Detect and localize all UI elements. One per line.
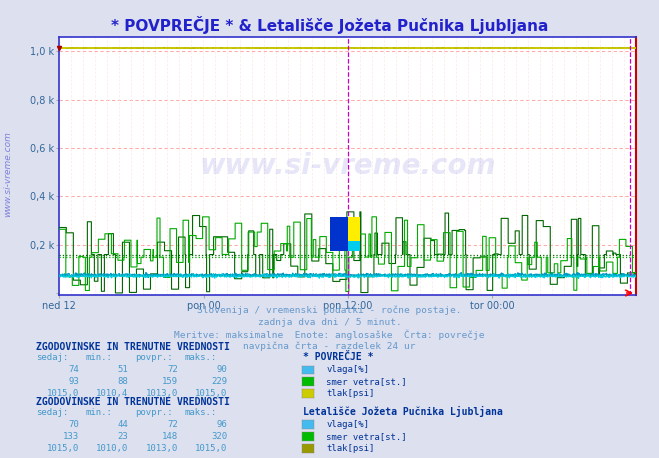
Text: 148: 148 <box>162 432 178 441</box>
Text: vlaga[%]: vlaga[%] <box>326 420 369 429</box>
Text: min.:: min.: <box>86 354 113 362</box>
Bar <box>330 217 348 251</box>
Text: Letališče Jožeta Pučnika Ljubljana: Letališče Jožeta Pučnika Ljubljana <box>303 406 503 417</box>
Text: 23: 23 <box>118 432 129 441</box>
Text: 90: 90 <box>217 365 227 374</box>
Text: ZGODOVINSKE IN TRENUTNE VREDNOSTI: ZGODOVINSKE IN TRENUTNE VREDNOSTI <box>36 398 230 407</box>
Text: www.si-vreme.com: www.si-vreme.com <box>200 152 496 180</box>
Text: 1015,0: 1015,0 <box>195 389 227 398</box>
Text: 320: 320 <box>212 432 227 441</box>
Text: 72: 72 <box>167 420 178 429</box>
Text: 96: 96 <box>217 420 227 429</box>
Text: navpična črta - razdelek 24 ur: navpična črta - razdelek 24 ur <box>243 342 416 351</box>
Text: www.si-vreme.com: www.si-vreme.com <box>3 131 13 217</box>
Text: sedaj:: sedaj: <box>36 354 69 362</box>
Text: povpr.:: povpr.: <box>135 354 173 362</box>
Text: min.:: min.: <box>86 409 113 417</box>
Text: povpr.:: povpr.: <box>135 409 173 417</box>
Text: 1015,0: 1015,0 <box>195 444 227 453</box>
Text: 133: 133 <box>63 432 79 441</box>
Text: tlak[psi]: tlak[psi] <box>326 389 374 398</box>
Text: 74: 74 <box>69 365 79 374</box>
Text: sedaj:: sedaj: <box>36 409 69 417</box>
Text: 51: 51 <box>118 365 129 374</box>
Text: maks.:: maks.: <box>185 409 217 417</box>
Text: 70: 70 <box>69 420 79 429</box>
Text: 159: 159 <box>162 377 178 386</box>
Text: 44: 44 <box>118 420 129 429</box>
Text: 93: 93 <box>69 377 79 386</box>
Bar <box>348 217 360 241</box>
Text: 1015,0: 1015,0 <box>47 444 79 453</box>
Text: ZGODOVINSKE IN TRENUTNE VREDNOSTI: ZGODOVINSKE IN TRENUTNE VREDNOSTI <box>36 343 230 352</box>
Text: smer vetra[st.]: smer vetra[st.] <box>326 377 407 386</box>
Text: 1015,0: 1015,0 <box>47 389 79 398</box>
Text: vlaga[%]: vlaga[%] <box>326 365 369 374</box>
Text: * POVPREČJE * & Letališče Jožeta Pučnika Ljubljana: * POVPREČJE * & Letališče Jožeta Pučnika… <box>111 16 548 34</box>
Text: 72: 72 <box>167 365 178 374</box>
Text: smer vetra[st.]: smer vetra[st.] <box>326 432 407 441</box>
Text: zadnja dva dni / 5 minut.: zadnja dva dni / 5 minut. <box>258 318 401 327</box>
Text: Meritve: maksimalne  Enote: anglosaške  Črta: povrečje: Meritve: maksimalne Enote: anglosaške Čr… <box>174 330 485 340</box>
Bar <box>348 227 360 251</box>
Text: 1013,0: 1013,0 <box>146 389 178 398</box>
Text: 229: 229 <box>212 377 227 386</box>
Text: 88: 88 <box>118 377 129 386</box>
Text: tlak[psi]: tlak[psi] <box>326 444 374 453</box>
Text: Slovenija / vremenski podatki - ročne postaje.: Slovenija / vremenski podatki - ročne po… <box>197 306 462 316</box>
Text: 1010,4: 1010,4 <box>96 389 129 398</box>
Text: 1013,0: 1013,0 <box>146 444 178 453</box>
Text: maks.:: maks.: <box>185 354 217 362</box>
Text: 1010,0: 1010,0 <box>96 444 129 453</box>
Text: * POVREČJE *: * POVREČJE * <box>303 353 374 362</box>
